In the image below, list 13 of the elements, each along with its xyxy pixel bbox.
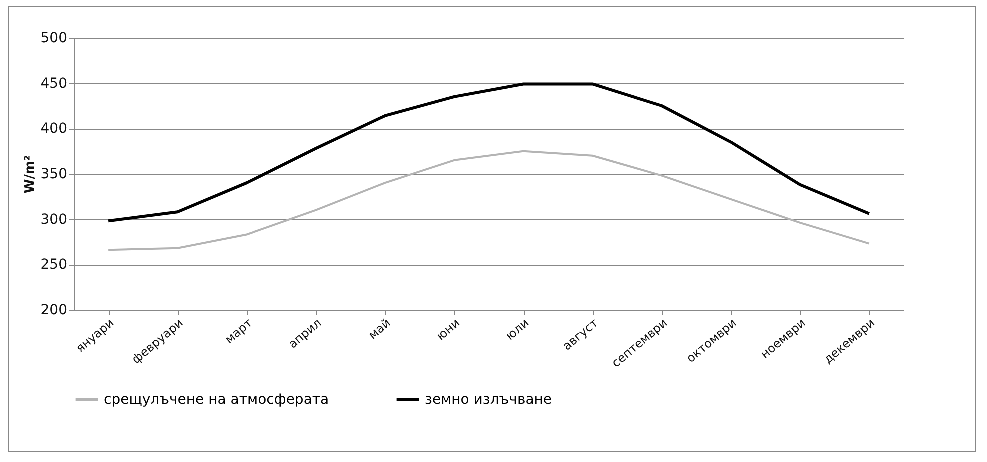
- line-series: [107, 82, 871, 223]
- y-tick-label: 250: [40, 257, 68, 274]
- y-tick-label: 450: [40, 76, 68, 92]
- x-tick-label: юли: [503, 316, 532, 344]
- y-tick-label: 400: [40, 121, 68, 138]
- line-series: [108, 150, 870, 252]
- y-tick-label: 300: [40, 212, 68, 228]
- y-tick-label: 200: [40, 302, 68, 318]
- y-tick-label: 350: [40, 166, 68, 182]
- legend-label: срещулъчене на атмосферата: [104, 392, 330, 408]
- legend-label: земно излъчване: [425, 392, 552, 408]
- y-axis-title: W/m²: [22, 155, 38, 194]
- y-tick-label: 500: [40, 30, 68, 46]
